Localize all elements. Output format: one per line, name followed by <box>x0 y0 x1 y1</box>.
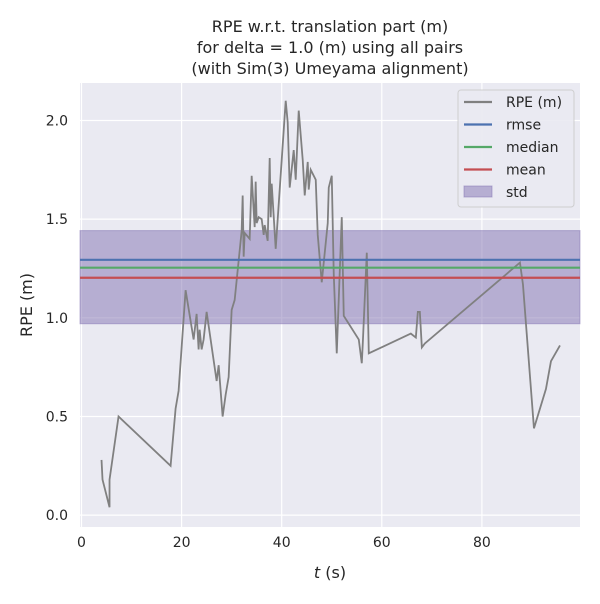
legend-label: mean <box>506 163 546 179</box>
x-axis-label-var: t <box>314 563 321 582</box>
y-tick-label: 1.5 <box>46 212 68 228</box>
x-tick-label: 80 <box>473 535 491 551</box>
chart-title-line-1: RPE w.r.t. translation part (m) <box>212 17 448 36</box>
x-axis-label-unit: (s) <box>320 563 346 582</box>
rpe-series-line <box>100 100 561 508</box>
y-tick-label: 0.5 <box>46 409 68 425</box>
legend-label: RPE (m) <box>506 95 562 111</box>
chart-title-line-2: for delta = 1.0 (m) using all pairs <box>197 38 463 57</box>
y-tick-label: 1.0 <box>46 311 68 327</box>
legend-label: std <box>506 185 528 201</box>
legend-swatch-std <box>463 185 493 198</box>
legend-box <box>457 89 575 208</box>
x-axis-label: t (s) <box>314 563 346 582</box>
x-tick-label: 40 <box>273 535 291 551</box>
x-tick-label: 0 <box>77 535 86 551</box>
legend: RPE (m) rmse median mean std <box>457 89 575 208</box>
chart-title-line-3: (with Sim(3) Umeyama alignment) <box>191 59 468 78</box>
y-axis-label: RPE (m) <box>17 273 36 337</box>
legend-label: rmse <box>506 118 541 134</box>
x-tick-label: 20 <box>173 535 191 551</box>
y-tick-label: 0.0 <box>46 508 68 524</box>
y-tick-label: 2.0 <box>46 113 68 129</box>
legend-label: median <box>506 140 558 156</box>
x-tick-label: 60 <box>373 535 391 551</box>
